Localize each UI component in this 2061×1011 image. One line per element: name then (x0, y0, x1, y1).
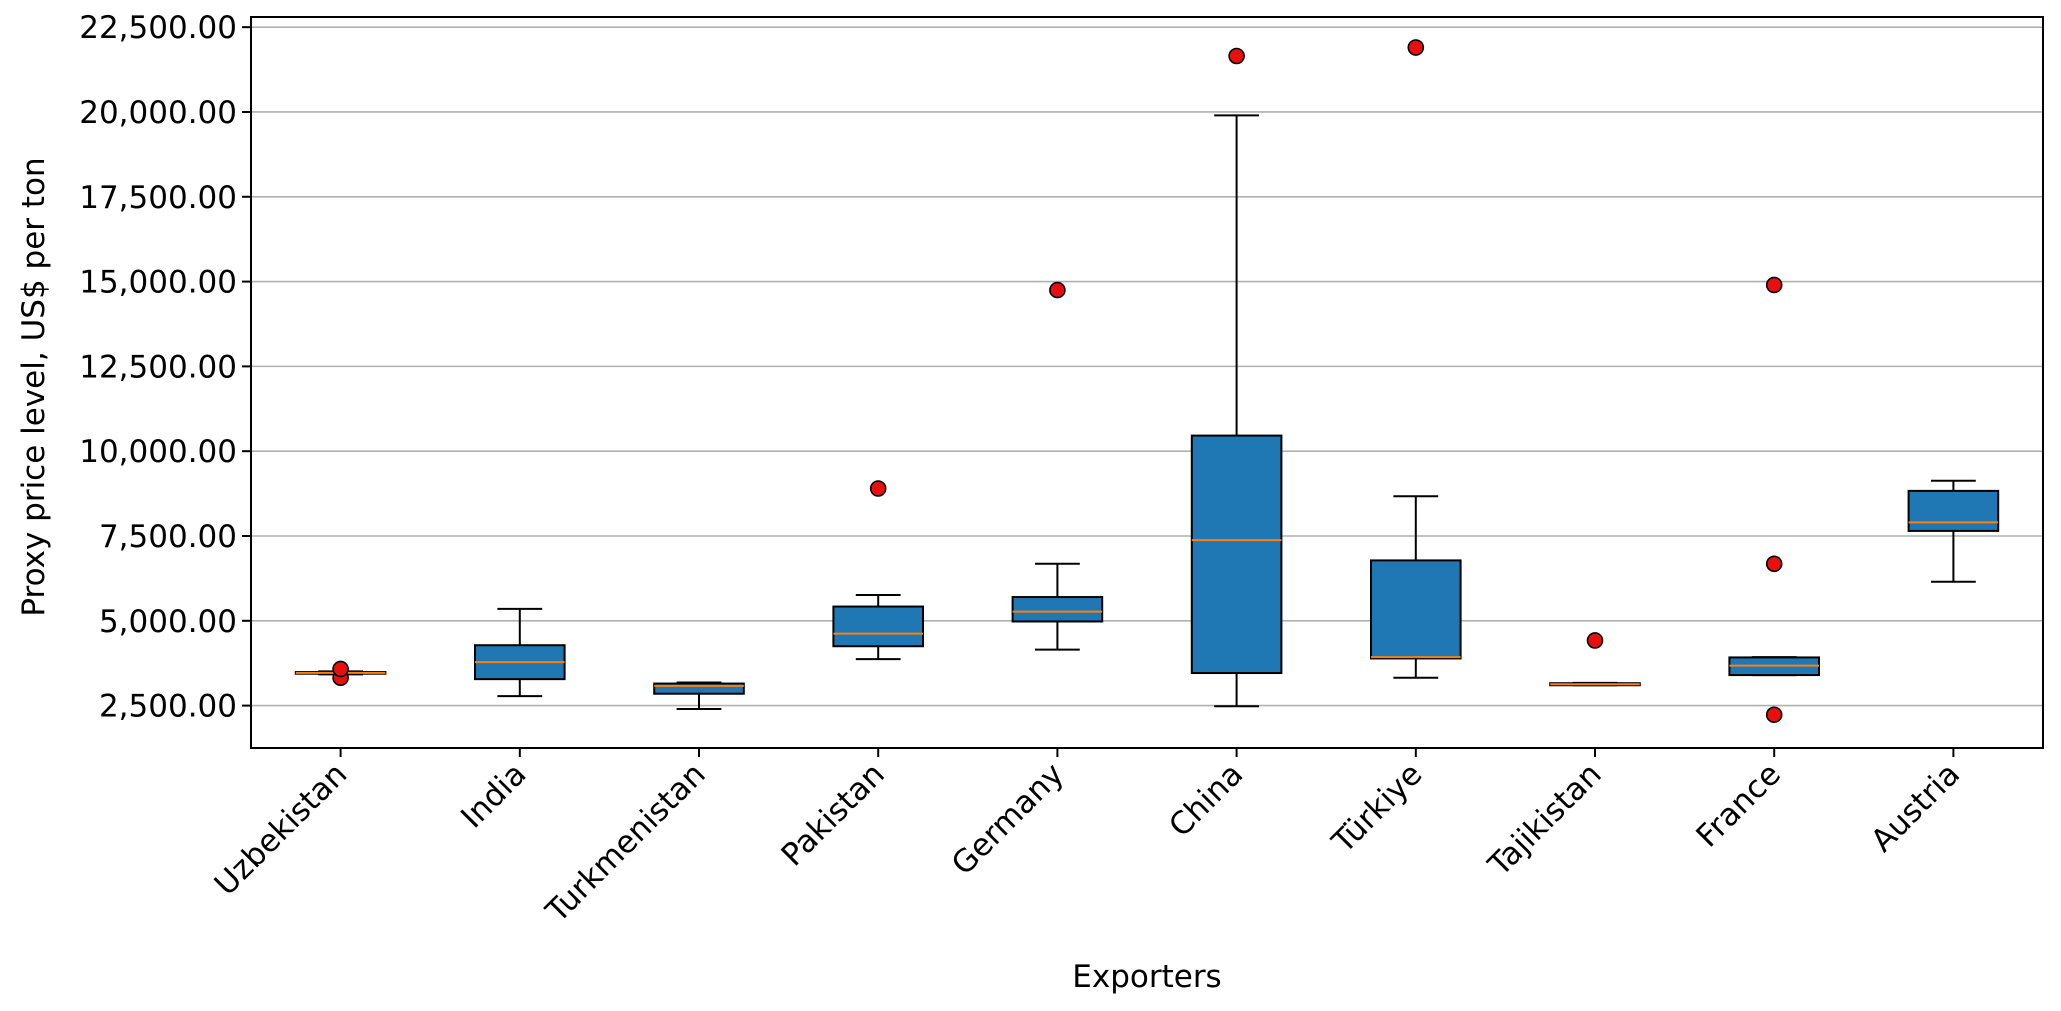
x-tick-label: France (1690, 756, 1788, 854)
box-tajikistan (1549, 632, 1641, 687)
box-iqr (1011, 596, 1104, 623)
x-tick-label: Türkiye (1325, 756, 1430, 861)
outlier-point (1765, 276, 1783, 294)
box-france (1728, 276, 1821, 724)
x-tick-label: Pakistan (775, 756, 892, 873)
x-tick-label: Tajikistan (1481, 756, 1609, 884)
outlier-point (332, 660, 349, 678)
outlier-point (1765, 555, 1783, 573)
y-tick-label: 20,000.00 (79, 95, 237, 131)
box-iqr (653, 682, 745, 695)
box-uzbekistan (294, 660, 387, 687)
outlier-point (1765, 706, 1783, 724)
axes: 2,500.00 5,000.00 7,500.00 10,000.00 12,500.… (79, 10, 2044, 930)
y-tick-label: 15,000.00 (79, 265, 237, 301)
box-series (294, 39, 2000, 724)
outlier-point (1228, 47, 1245, 65)
y-tick-label: 12,500.00 (79, 349, 237, 385)
y-tick-label: 5,000.00 (99, 604, 237, 640)
box-austria (1907, 479, 2000, 583)
y-tick-label: 22,500.00 (79, 10, 237, 46)
y-tick-label: 2,500.00 (99, 689, 237, 725)
box-iqr (1907, 489, 2000, 532)
x-tick-label: Austria (1864, 756, 1967, 859)
x-tick-label: China (1162, 756, 1250, 844)
box-germany (1011, 281, 1104, 651)
box-pakistan (832, 480, 925, 661)
x-tick-label: Uzbekistan (208, 756, 355, 903)
grid-lines (251, 26, 2043, 707)
box-china (1190, 47, 1283, 708)
x-tick-label: India (454, 756, 533, 835)
box-iqr (832, 605, 925, 648)
box-iqr (1370, 559, 1462, 660)
outlier-point (1407, 39, 1425, 56)
box-iqr (1190, 434, 1283, 675)
y-tick-label: 10,000.00 (79, 434, 237, 470)
x-tick-label: Turkmenistan (539, 756, 713, 930)
y-axis-title: Proxy price level, US$ per ton (16, 157, 52, 616)
y-tick-label: 17,500.00 (79, 180, 237, 216)
box-türkiye (1370, 39, 1462, 679)
box-india (474, 607, 566, 698)
y-tick-label: 7,500.00 (99, 519, 237, 555)
x-tick-label: Germany (945, 756, 1071, 882)
box-turkmenistan (653, 681, 745, 710)
outlier-point (1586, 632, 1604, 649)
outlier-point (869, 480, 887, 497)
x-axis-title: Exporters (1072, 959, 1221, 995)
outlier-point (1049, 281, 1066, 299)
plot-frame (250, 16, 2044, 749)
